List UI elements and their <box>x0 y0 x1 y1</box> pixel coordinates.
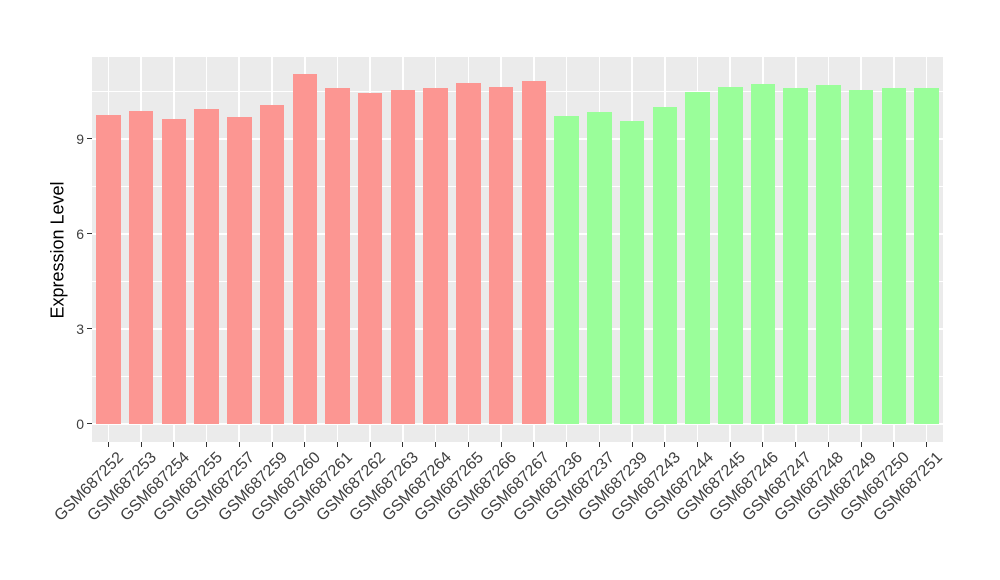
y-tick-label-0: 0 <box>76 415 84 432</box>
y-tick-mark-0 <box>87 423 92 425</box>
bar-GSM687261 <box>325 88 350 424</box>
bar-GSM687260 <box>292 73 317 424</box>
gridline-major-y-6 <box>92 233 943 235</box>
bar-GSM687267 <box>521 81 547 424</box>
x-tick-mark-GSM687247 <box>795 442 797 447</box>
bar-GSM687245 <box>718 86 743 424</box>
y-tick-mark-6 <box>87 233 92 235</box>
x-tick-mark-GSM687261 <box>336 442 338 447</box>
bar-GSM687237 <box>587 111 612 424</box>
bar-GSM687249 <box>848 90 874 424</box>
x-tick-mark-GSM687259 <box>271 442 273 447</box>
bar-GSM687252 <box>96 115 121 424</box>
y-axis-title: Expression Level <box>47 181 68 319</box>
x-tick-mark-GSM687264 <box>435 442 437 447</box>
bar-GSM687236 <box>554 116 579 424</box>
bar-GSM687265 <box>456 82 481 424</box>
gridline-minor-y-7.5 <box>92 185 943 187</box>
bar-GSM687244 <box>685 92 710 424</box>
bar-GSM687254 <box>161 119 187 424</box>
bar-GSM687243 <box>652 107 678 424</box>
plot-panel <box>92 57 943 442</box>
x-tick-mark-GSM687255 <box>206 442 208 447</box>
bar-GSM687253 <box>128 111 154 424</box>
x-tick-mark-GSM687244 <box>697 442 699 447</box>
x-tick-mark-GSM687262 <box>369 442 371 447</box>
x-tick-mark-GSM687245 <box>729 442 731 447</box>
x-tick-mark-GSM687250 <box>893 442 895 447</box>
x-tick-mark-GSM687236 <box>566 442 568 447</box>
y-tick-mark-3 <box>87 328 92 330</box>
x-tick-mark-GSM687263 <box>402 442 404 447</box>
bar-GSM687257 <box>227 116 252 424</box>
y-tick-mark-9 <box>87 138 92 140</box>
y-tick-label-9: 9 <box>76 130 84 147</box>
x-tick-mark-GSM687257 <box>238 442 240 447</box>
gridline-major-y-0 <box>92 423 943 425</box>
x-tick-mark-GSM687253 <box>140 442 142 447</box>
gridline-major-y-9 <box>92 137 943 140</box>
bar-GSM687251 <box>914 88 939 424</box>
x-tick-mark-GSM687267 <box>533 442 535 447</box>
x-tick-mark-GSM687239 <box>631 442 633 447</box>
x-tick-mark-GSM687249 <box>860 442 862 447</box>
bar-GSM687259 <box>259 104 285 424</box>
x-tick-mark-GSM687243 <box>664 442 666 447</box>
gridline-minor-y-10.5 <box>92 90 943 92</box>
bar-GSM687239 <box>619 121 645 424</box>
x-tick-mark-GSM687251 <box>926 442 928 447</box>
y-tick-label-6: 6 <box>76 225 84 242</box>
x-tick-mark-GSM687246 <box>762 442 764 447</box>
bar-GSM687248 <box>816 85 841 424</box>
gridline-minor-y-4.5 <box>92 280 943 282</box>
bar-GSM687262 <box>357 93 383 424</box>
gridline-major-y-3 <box>92 328 943 330</box>
gridline-minor-y-1.5 <box>92 376 943 377</box>
x-tick-mark-GSM687237 <box>598 442 600 447</box>
x-tick-mark-GSM687254 <box>173 442 175 447</box>
x-tick-mark-GSM687252 <box>107 442 109 447</box>
x-tick-mark-GSM687248 <box>827 442 829 447</box>
bar-GSM687246 <box>750 83 776 424</box>
bar-GSM687263 <box>390 90 416 424</box>
bar-GSM687247 <box>783 88 808 424</box>
x-tick-mark-GSM687266 <box>500 442 502 447</box>
bar-GSM687266 <box>488 86 514 424</box>
bar-GSM687250 <box>881 87 907 424</box>
bar-GSM687264 <box>423 88 448 424</box>
bar-GSM687255 <box>194 108 219 424</box>
x-tick-mark-GSM687265 <box>467 442 469 447</box>
y-tick-label-3: 3 <box>76 320 84 337</box>
x-tick-mark-GSM687260 <box>304 442 306 447</box>
